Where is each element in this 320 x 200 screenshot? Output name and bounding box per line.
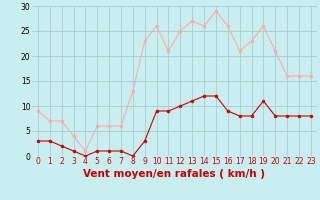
X-axis label: Vent moyen/en rafales ( km/h ): Vent moyen/en rafales ( km/h ) [84,169,265,179]
